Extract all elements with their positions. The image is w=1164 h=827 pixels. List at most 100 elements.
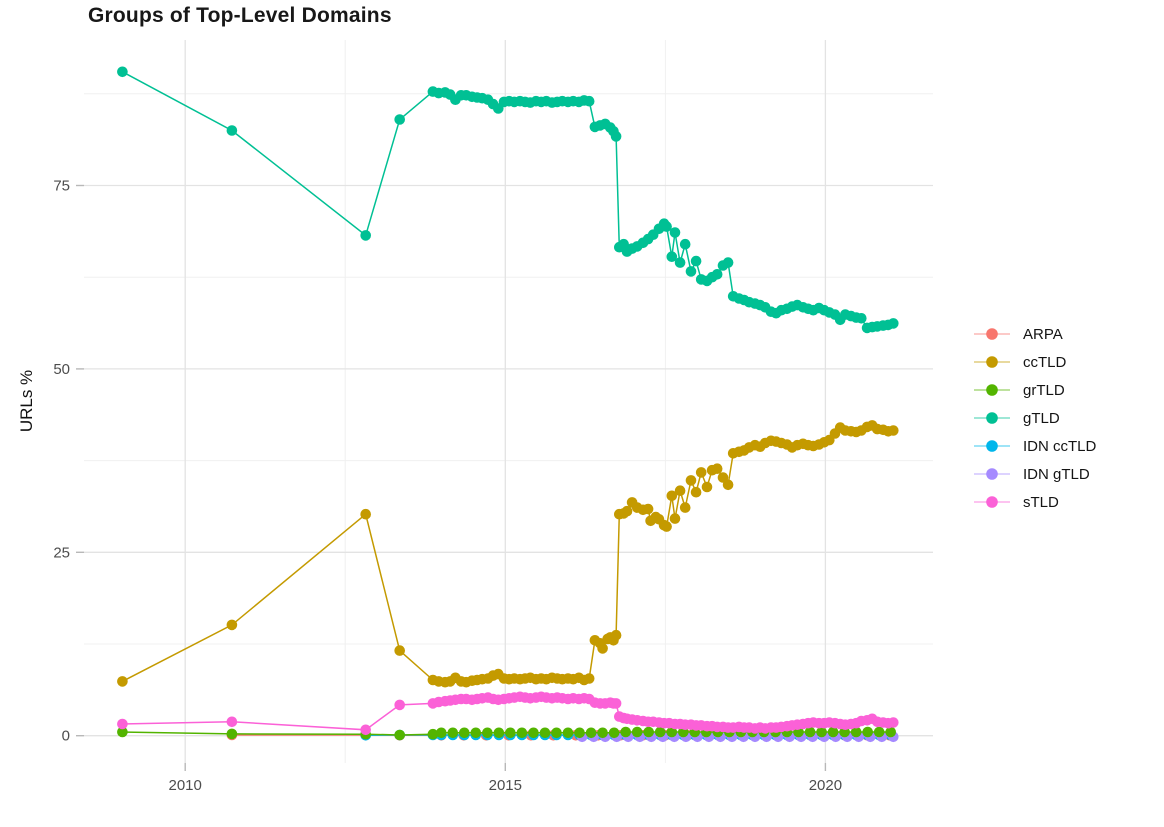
series-point-grtld (394, 729, 406, 741)
series-point-grtld (482, 727, 493, 739)
series-point-gtld (685, 266, 697, 277)
series-point-gtld (690, 255, 702, 267)
series-point-grtld (885, 726, 896, 738)
series-point-stld (610, 698, 622, 709)
series-point-cctld (394, 645, 406, 656)
series-point-cctld (642, 503, 654, 515)
axis-ticks (76, 184, 827, 771)
series-point-stld (394, 699, 406, 711)
series-point-grtld (620, 726, 631, 738)
series-point-grtld (226, 728, 238, 740)
series-point-grtld (666, 726, 678, 738)
series-point-grtld (816, 726, 827, 738)
legend-key-stld (974, 496, 1010, 508)
series-line-gtld (122, 71, 894, 329)
series-point-cctld (695, 467, 707, 478)
series-point-cctld (583, 673, 595, 684)
series-point-gtld (711, 269, 723, 280)
svg-text:50: 50 (53, 361, 70, 378)
legend-key-idn-cctld (974, 440, 1010, 452)
svg-text:75: 75 (53, 178, 70, 195)
series-point-grtld (516, 727, 528, 739)
svg-text:2020: 2020 (809, 777, 842, 794)
series-point-grtld (574, 727, 585, 739)
series-cctld (117, 420, 899, 688)
series-point-cctld (711, 463, 723, 475)
y-axis-tick-labels: 0 25 50 75 (53, 178, 70, 745)
series-point-cctld (722, 479, 734, 491)
series-point-gtld (679, 238, 691, 250)
series-point-grtld (117, 726, 128, 738)
series-point-grtld (551, 727, 562, 739)
series-point-cctld (621, 505, 633, 517)
series-point-grtld (493, 727, 505, 739)
series-point-gtld (360, 230, 372, 241)
series-point-grtld (436, 727, 447, 739)
series-point-cctld (690, 486, 702, 498)
svg-text:25: 25 (53, 544, 70, 561)
series-point-cctld (679, 502, 691, 513)
legend-key-idn-gtld (974, 468, 1010, 480)
series-point-grtld (827, 726, 839, 738)
series-gtld (117, 66, 899, 334)
series-point-cctld (117, 676, 128, 687)
series-stld (117, 691, 899, 736)
series-point-gtld (394, 114, 406, 125)
series-point-gtld (674, 257, 686, 268)
series-point-cctld (226, 619, 238, 631)
series-point-stld (888, 717, 899, 728)
series-point-grtld (643, 726, 654, 738)
legend-item-gtld: gTLD (974, 404, 1096, 432)
legend-key-grtld (974, 384, 1010, 396)
legend-label-idn-cctld: IDN ccTLD (1023, 437, 1097, 455)
series-point-grtld (597, 727, 608, 739)
series-point-gtld (117, 66, 128, 78)
series-point-grtld (459, 727, 470, 739)
series-point-gtld (226, 125, 238, 136)
series-point-stld (117, 718, 128, 730)
series-point-gtld (856, 313, 867, 324)
series-point-grtld (631, 726, 643, 738)
legend-label-gtld: gTLD (1023, 409, 1060, 427)
gridlines-major (84, 40, 933, 763)
series-point-cctld (685, 475, 697, 486)
legend: ARPA ccTLD grTLD gTLD IDN ccTLD IDN gTLD sTLD (974, 320, 1096, 516)
series-point-gtld (888, 318, 899, 329)
legend-item-stld: sTLD (974, 488, 1096, 516)
legend-item-cctld: ccTLD (974, 348, 1096, 376)
legend-item-grtld: grTLD (974, 376, 1096, 404)
series-point-grtld (539, 727, 551, 739)
chart-title: Groups of Top-Level Domains (88, 4, 392, 27)
gridlines-minor (84, 40, 933, 763)
series-point-cctld (701, 481, 713, 493)
series-point-grtld (654, 726, 666, 738)
svg-text:0: 0 (62, 728, 70, 745)
legend-key-cctld (974, 356, 1010, 368)
legend-label-cctld: ccTLD (1023, 353, 1067, 371)
legend-item-idn-gtld: IDN gTLD (974, 460, 1096, 488)
series-point-gtld (666, 251, 678, 262)
svg-text:2015: 2015 (489, 777, 522, 794)
series-point-gtld (583, 95, 595, 107)
series-point-grtld (862, 726, 873, 738)
series-point-gtld (661, 221, 672, 232)
series-point-cctld (669, 513, 681, 524)
svg-text:2010: 2010 (169, 777, 202, 794)
series-point-grtld (562, 727, 574, 739)
series-point-grtld (505, 727, 516, 739)
legend-label-arpa: ARPA (1023, 325, 1063, 343)
series-point-cctld (597, 643, 608, 654)
series-point-grtld (585, 727, 597, 739)
series-point-gtld (610, 131, 622, 142)
series-point-grtld (873, 726, 885, 738)
series-point-grtld (470, 727, 482, 739)
series-point-gtld (722, 257, 734, 268)
legend-label-stld: sTLD (1023, 493, 1059, 511)
series-point-cctld (888, 425, 899, 436)
series-point-cctld (360, 508, 372, 520)
x-axis-tick-labels: 2010 2015 2020 (169, 777, 843, 794)
series-point-grtld (850, 726, 862, 738)
legend-label-idn-gtld: IDN gTLD (1023, 465, 1090, 483)
